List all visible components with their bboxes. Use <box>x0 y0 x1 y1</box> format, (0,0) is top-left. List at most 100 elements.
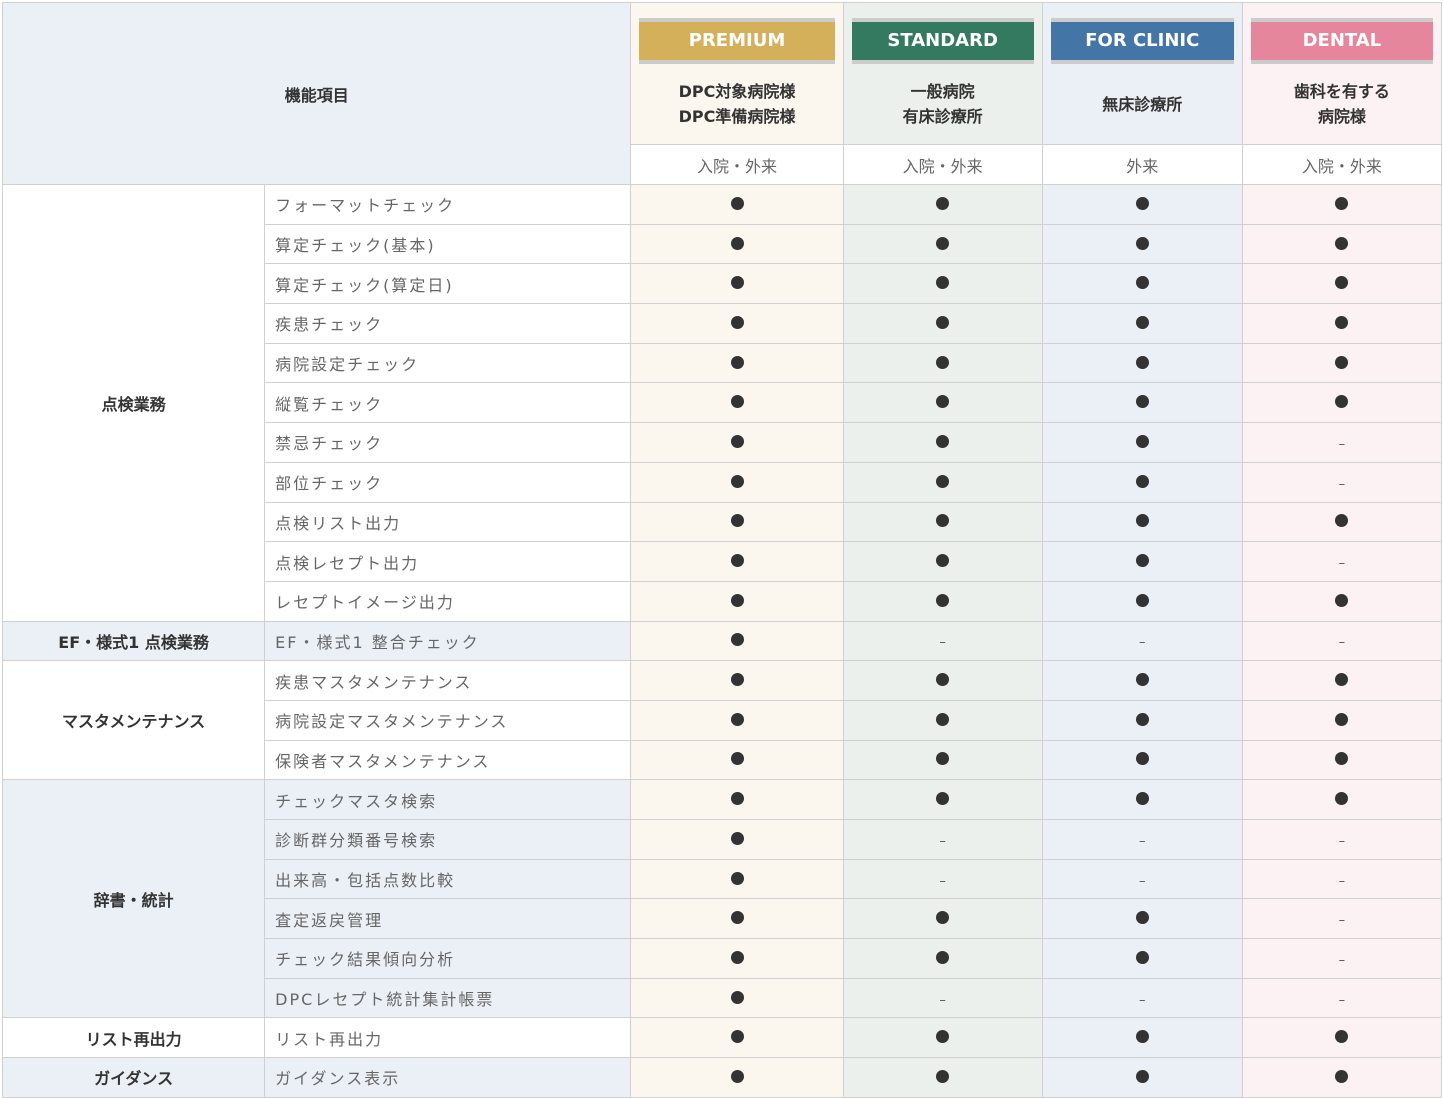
availability-cell <box>630 422 844 463</box>
table-row: チェック結果傾向分析 – <box>3 938 1443 979</box>
table-row: 保険者マスタメンテナンス <box>3 739 1443 781</box>
plan-target-line: DPC対象病院様 <box>678 82 796 101</box>
unavailable-dash: – <box>939 992 946 1008</box>
unavailable-dash: – <box>1338 952 1346 968</box>
availability-cell: – <box>1241 422 1443 463</box>
plan-scope: 入院・外来 <box>1241 144 1443 185</box>
plan-target-line: 無床診療所 <box>1102 94 1183 114</box>
available-dot-icon <box>730 633 744 647</box>
available-dot-icon <box>1135 752 1149 766</box>
available-dot-icon <box>1135 593 1149 607</box>
unavailable-dash: – <box>1338 635 1346 651</box>
plan-target-line: 有床診療所 <box>902 107 983 126</box>
group-label: EF・様式1 点検業務 <box>1 620 266 662</box>
table-row: DPCレセプト統計集計帳票 – – – <box>3 977 1443 1019</box>
availability-cell <box>1041 263 1243 305</box>
table-row: 禁忌チェック – <box>3 422 1443 463</box>
available-dot-icon <box>730 276 744 290</box>
plan-target: 歯科を有する 病院様 <box>1243 64 1441 144</box>
available-dot-icon <box>1135 950 1149 964</box>
available-dot-icon <box>1135 315 1149 329</box>
feature-name: 疾患チェック <box>264 303 632 344</box>
feature-name: ガイダンス表示 <box>264 1057 632 1098</box>
available-dot-icon <box>1135 276 1149 290</box>
availability-cell <box>630 223 844 265</box>
table-row: マスタメンテナンス 疾患マスタメンテナンス <box>1 660 1443 781</box>
unavailable-dash: – <box>1139 873 1146 889</box>
feature-name: 病院設定チェック <box>264 342 632 384</box>
plan-badge: FOR CLINIC <box>1050 18 1234 64</box>
feature-name: DPCレセプト統計集計帳票 <box>264 977 632 1019</box>
feature-name: 禁忌チェック <box>264 422 632 463</box>
available-dot-icon <box>730 554 744 568</box>
available-dot-icon <box>730 673 744 687</box>
plan-header-1: STANDARD 一般病院 有床診療所 <box>842 2 1043 145</box>
availability-cell <box>842 1017 1043 1059</box>
feature-name: 部位チェック <box>264 461 632 503</box>
availability-cell <box>630 620 844 662</box>
available-dot-icon <box>936 514 950 528</box>
availability-cell: – <box>1041 858 1243 900</box>
available-dot-icon <box>1135 474 1149 488</box>
availability-cell <box>1041 223 1243 265</box>
available-dot-icon <box>936 752 950 766</box>
availability-cell <box>842 699 1043 741</box>
available-dot-icon <box>730 196 744 210</box>
available-dot-icon <box>1335 236 1349 250</box>
availability-cell <box>630 898 844 940</box>
available-dot-icon <box>1335 712 1349 726</box>
availability-cell: – <box>1041 620 1243 662</box>
available-dot-icon <box>936 395 950 409</box>
availability-cell <box>1041 1057 1243 1098</box>
feature-name: 算定チェック(算定日) <box>264 263 632 305</box>
feature-name: 算定チェック(基本) <box>264 223 632 265</box>
available-dot-icon <box>1135 395 1149 409</box>
available-dot-icon <box>730 315 744 329</box>
availability-cell <box>1041 382 1243 424</box>
availability-cell <box>842 342 1043 384</box>
availability-cell <box>1041 1017 1243 1059</box>
availability-cell <box>842 422 1043 463</box>
table-row: 辞書・統計 チェックマスタ検索 <box>1 779 1443 1019</box>
available-dot-icon <box>1335 1030 1349 1044</box>
availability-cell <box>1041 739 1243 781</box>
available-dot-icon <box>730 355 744 369</box>
availability-cell: – <box>1041 977 1243 1019</box>
availability-cell <box>842 739 1043 781</box>
availability-cell: – <box>842 977 1043 1019</box>
table-row: 出来高・包括点数比較 – – – <box>3 858 1443 900</box>
unavailable-dash: – <box>1338 436 1346 452</box>
availability-cell <box>630 382 844 424</box>
feature-name: 出来高・包括点数比較 <box>264 858 632 900</box>
availability-cell <box>842 461 1043 503</box>
availability-cell <box>1041 342 1243 384</box>
availability-cell <box>1241 342 1443 384</box>
available-dot-icon <box>936 950 950 964</box>
feature-name: 縦覧チェック <box>264 382 632 424</box>
availability-cell <box>630 779 844 820</box>
availability-cell <box>1241 303 1443 344</box>
available-dot-icon <box>730 831 744 845</box>
available-dot-icon <box>1335 514 1349 528</box>
availability-cell <box>842 1057 1043 1098</box>
availability-cell <box>1241 580 1443 622</box>
availability-cell <box>1041 699 1243 741</box>
available-dot-icon <box>936 474 950 488</box>
availability-cell <box>1041 660 1243 701</box>
feature-name: リスト再出力 <box>264 1017 632 1059</box>
plan-scope: 入院・外来 <box>842 144 1043 185</box>
table-row: 病院設定チェック <box>3 342 1443 384</box>
feature-name: 点検レセプト出力 <box>264 541 632 582</box>
availability-cell: – <box>1041 819 1243 860</box>
availability-cell <box>630 580 844 622</box>
availability-cell <box>842 303 1043 344</box>
availability-cell <box>1241 382 1443 424</box>
available-dot-icon <box>1135 673 1149 687</box>
available-dot-icon <box>936 593 950 607</box>
plan-target-line: 歯科を有する <box>1293 82 1390 101</box>
availability-cell <box>630 660 844 701</box>
table-row: 点検レセプト出力 – <box>3 541 1443 582</box>
table-row: 点検業務 フォーマットチェック <box>1 184 1443 622</box>
available-dot-icon <box>730 950 744 964</box>
plan-badge: DENTAL <box>1250 18 1433 64</box>
